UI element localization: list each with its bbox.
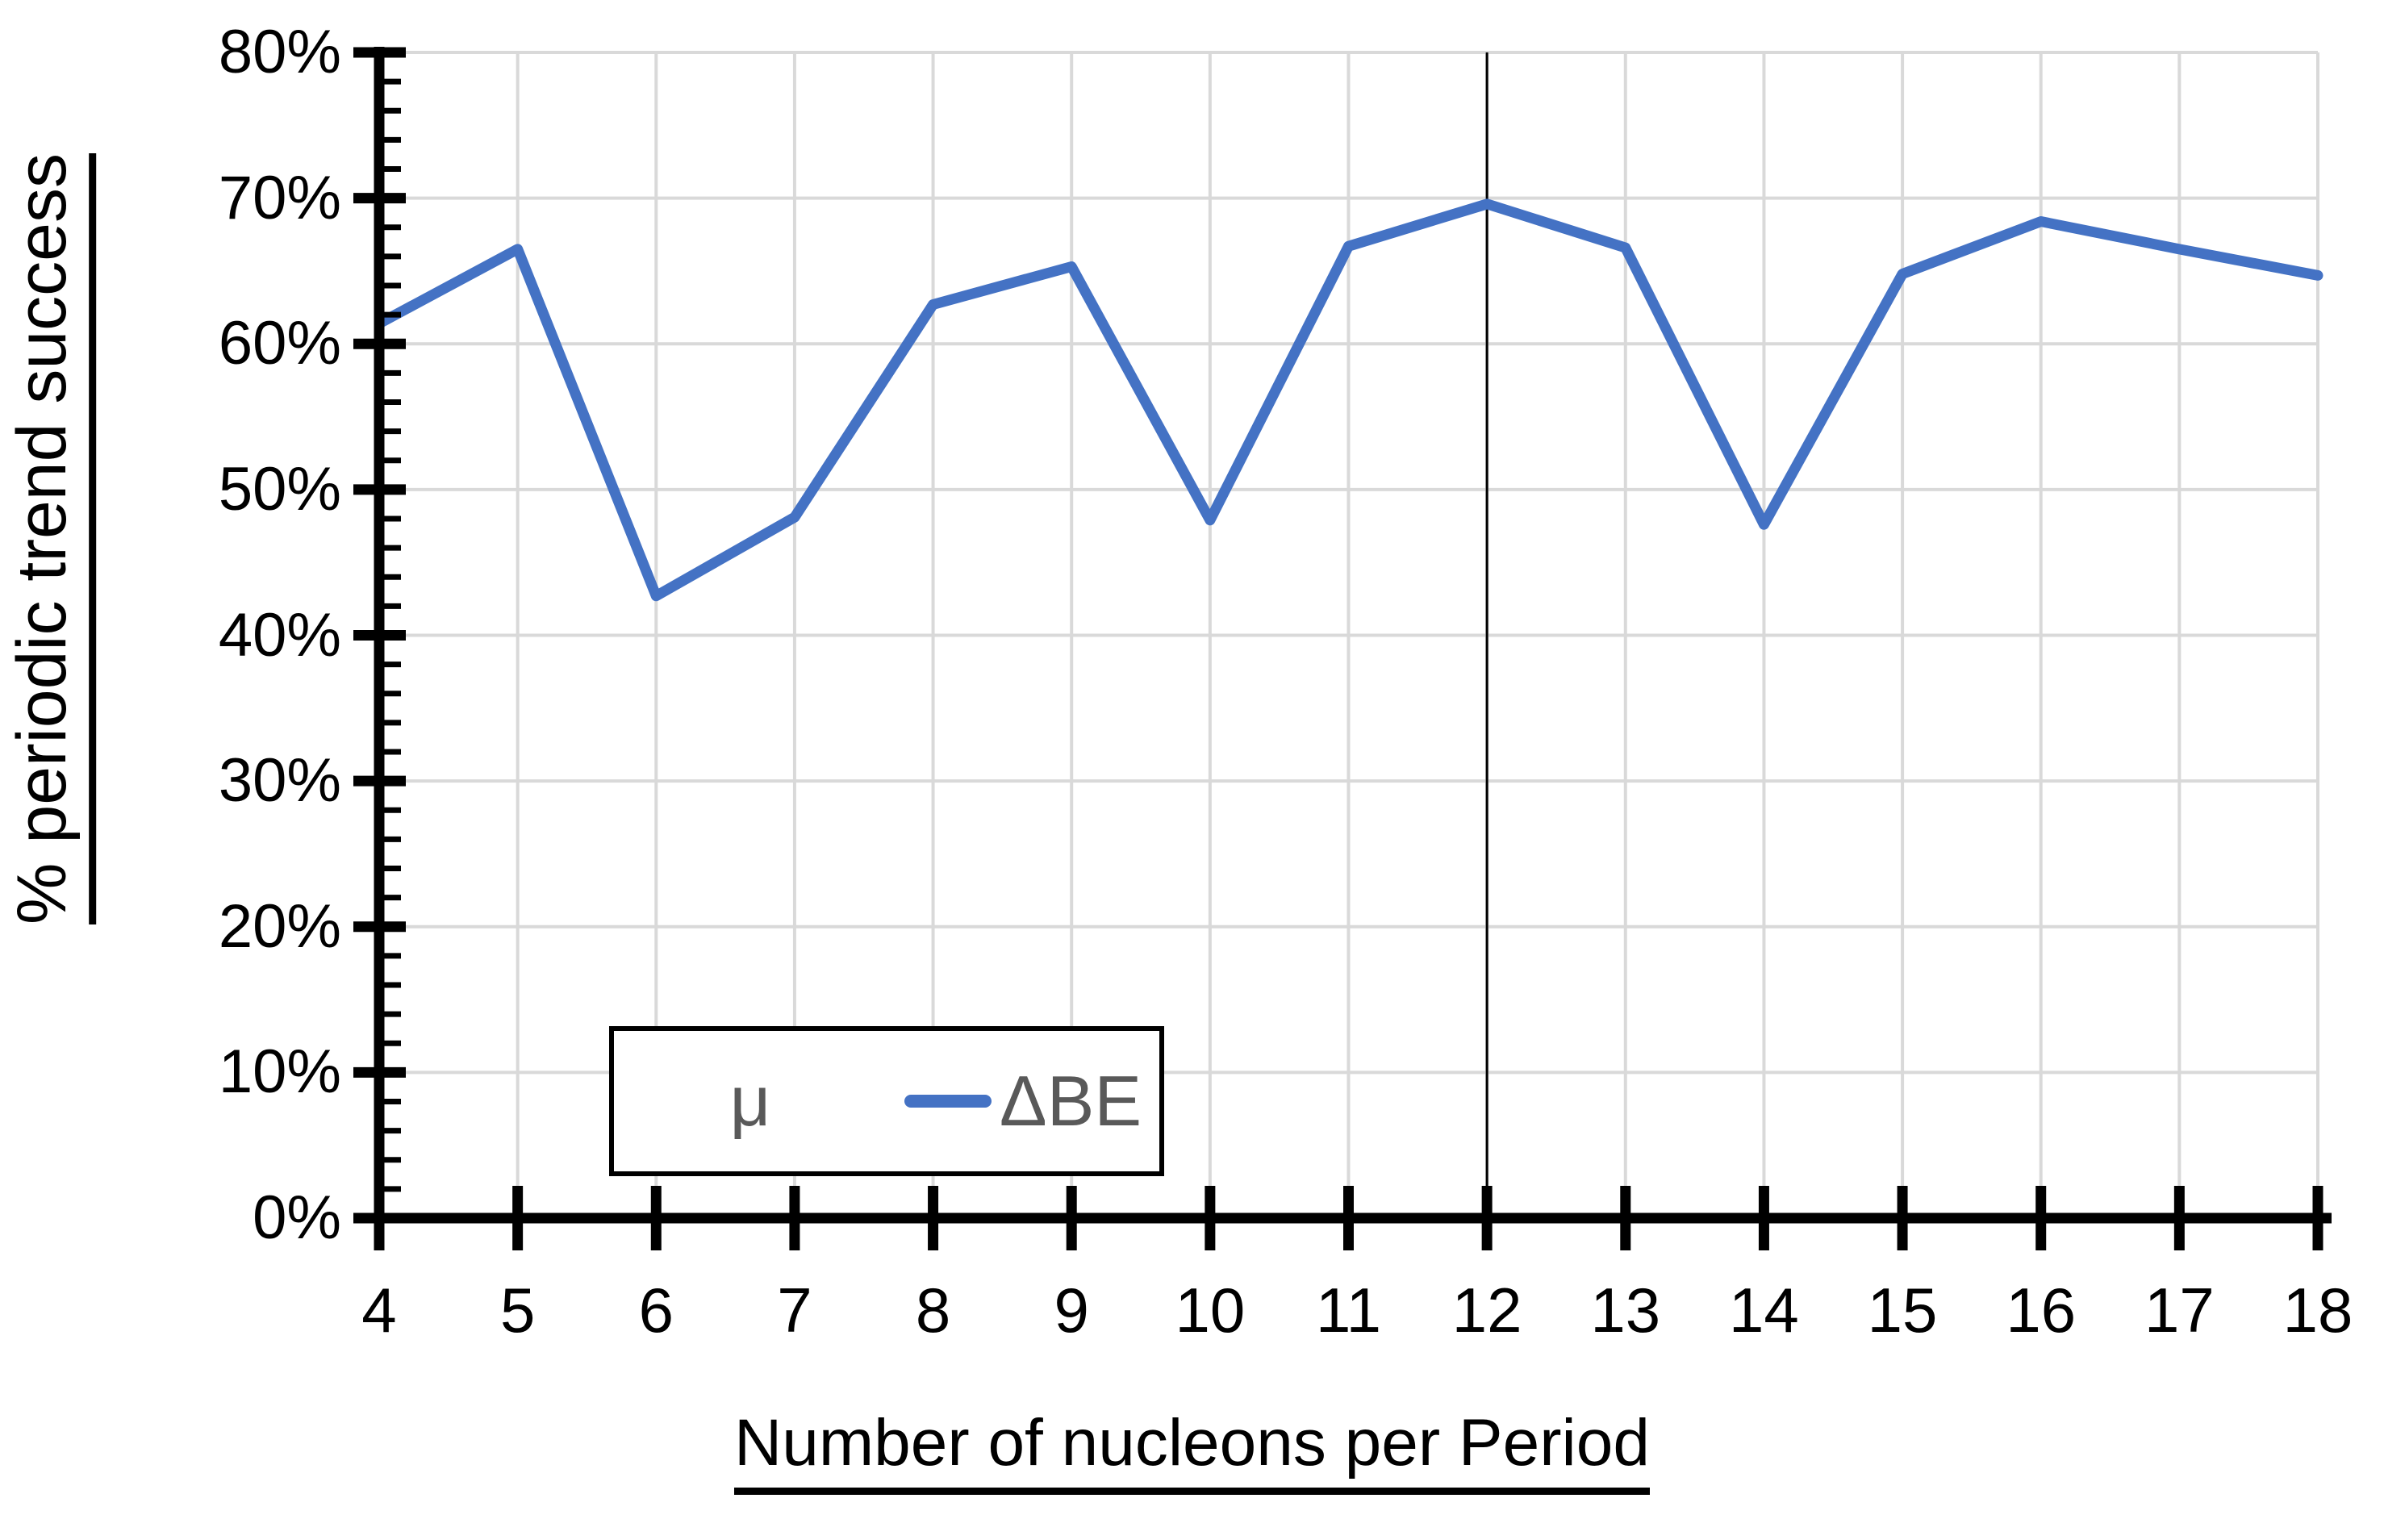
y-tick-label: 40% (218, 600, 341, 670)
x-tick-label: 16 (2006, 1275, 2077, 1346)
x-tick-label: 17 (2144, 1275, 2215, 1346)
y-tick-label: 50% (218, 454, 341, 524)
x-tick-label: 14 (1729, 1275, 1799, 1346)
x-tick-label: 10 (1175, 1275, 1246, 1346)
x-tick-label: 12 (1451, 1275, 1522, 1346)
x-tick-label: 11 (1316, 1275, 1381, 1346)
legend-line-swatch-icon (904, 1095, 992, 1108)
x-tick-label: 13 (1590, 1275, 1661, 1346)
y-tick-label: 60% (218, 309, 341, 378)
legend-entry-dbe-label: ΔBE (999, 1061, 1142, 1141)
series-line-dbe (374, 198, 2323, 602)
x-tick-label: 5 (499, 1275, 536, 1346)
x-tick-label: 4 (361, 1275, 397, 1346)
y-tick-label: 10% (218, 1037, 341, 1107)
legend-entry-mu-label: μ (729, 1061, 771, 1141)
x-tick-label: 7 (777, 1275, 812, 1346)
x-axis-title-text: Number of nucleons per Period (734, 1405, 1650, 1496)
legend-entry-mu: μ (614, 1066, 887, 1137)
x-tick-label: 6 (638, 1275, 674, 1346)
y-tick-label: 30% (218, 746, 341, 816)
x-tick-label: 15 (1867, 1275, 1938, 1346)
x-tick-label: 8 (915, 1275, 951, 1346)
x-axis-title: Number of nucleons per Period (0, 1405, 2384, 1496)
y-tick-label: 0% (253, 1183, 341, 1252)
x-tick-label: 18 (2282, 1275, 2353, 1346)
y-tick-label: 20% (218, 891, 341, 961)
legend-entry-dbe: ΔBE (887, 1066, 1159, 1137)
x-tick-label: 9 (1054, 1275, 1089, 1346)
y-tick-label: 80% (218, 18, 341, 86)
y-tick-label: 70% (218, 163, 341, 232)
y-axis-title-text: % periodic trend success (3, 153, 96, 924)
legend: μ ΔBE (609, 1026, 1164, 1176)
